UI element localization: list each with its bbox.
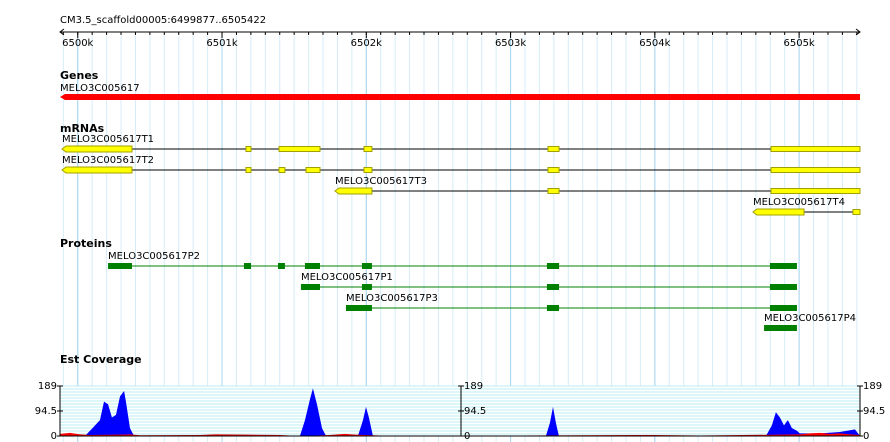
feature-label: MELO3C005617T2: [62, 155, 154, 166]
exon: [546, 284, 560, 290]
coverage-area: [60, 388, 860, 436]
exon: [769, 284, 797, 290]
ruler-arrow: [59, 28, 65, 36]
exon: [278, 167, 286, 173]
track-title: mRNAs: [60, 122, 105, 135]
exon: [345, 305, 372, 311]
exon: [363, 167, 373, 173]
y-tick-label: 94.5: [863, 406, 885, 417]
exon: [764, 325, 797, 331]
coverage-area: [60, 432, 860, 436]
exon: [769, 263, 797, 269]
y-tick-label: 0: [51, 431, 57, 442]
exon: [300, 284, 320, 290]
exon: [245, 167, 252, 173]
location: CM3.5_scaffold00005:6499877..6505422: [60, 15, 266, 26]
exon: [278, 146, 321, 152]
gene-bar: [60, 94, 860, 100]
ruler-arrow: [855, 28, 861, 36]
exon: [361, 263, 372, 269]
feature-label: MELO3C005617T1: [62, 134, 154, 145]
tick-label: 6500k: [62, 38, 93, 49]
exon: [546, 305, 560, 311]
y-tick-label: 94.5: [35, 406, 57, 417]
exon: [547, 188, 560, 194]
exon: [547, 146, 560, 152]
feature-label: MELO3C005617P1: [301, 272, 393, 283]
exon: [752, 208, 805, 216]
y-tick-label: 189: [38, 381, 57, 392]
exon: [546, 263, 560, 269]
feature-label: MELO3C005617P4: [764, 313, 856, 324]
exon: [305, 167, 321, 173]
exon: [61, 145, 133, 153]
exon: [245, 146, 252, 152]
tick-label: 6501k: [206, 38, 237, 49]
y-tick-label: 189: [464, 381, 483, 392]
track-title: Proteins: [60, 237, 112, 250]
exon: [770, 146, 861, 152]
exon: [61, 166, 133, 174]
exon: [852, 209, 861, 215]
exon: [361, 284, 372, 290]
exon: [243, 263, 252, 269]
tick-label: 6504k: [639, 38, 670, 49]
exon: [770, 188, 861, 194]
exon: [363, 146, 373, 152]
exon: [547, 167, 560, 173]
grid: [62, 36, 858, 442]
feature-label: MELO3C005617P2: [108, 251, 200, 262]
tick-label: 6503k: [495, 38, 526, 49]
tick-label: 6502k: [351, 38, 382, 49]
feature-label: MELO3C005617T3: [335, 176, 427, 187]
exon: [770, 167, 861, 173]
y-tick-label: 0: [464, 431, 470, 442]
exon: [108, 263, 132, 269]
exon: [304, 263, 320, 269]
feature-label: MELO3C005617: [60, 83, 140, 94]
y-tick-label: 94.5: [464, 406, 486, 417]
feature-label: MELO3C005617T4: [753, 197, 845, 208]
exon: [334, 187, 373, 195]
y-tick-label: 189: [863, 381, 882, 392]
exon: [277, 263, 285, 269]
y-tick-label: 0: [863, 431, 869, 442]
feature-label: MELO3C005617P3: [346, 293, 438, 304]
exon: [769, 305, 797, 311]
track-title: Est Coverage: [60, 353, 142, 366]
track-title: Genes: [60, 69, 99, 82]
tick-label: 6505k: [783, 38, 814, 49]
